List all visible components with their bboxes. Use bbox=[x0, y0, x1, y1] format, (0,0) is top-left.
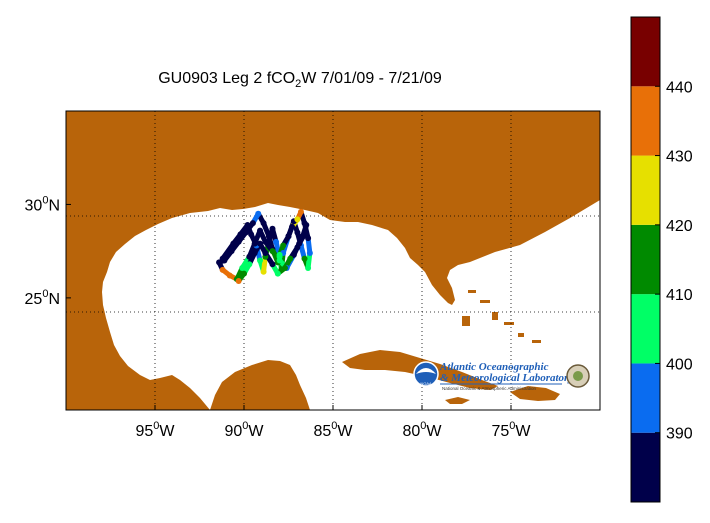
ship-track bbox=[216, 208, 313, 285]
track-point bbox=[257, 240, 264, 247]
lon-tick-label: 800W bbox=[402, 420, 442, 440]
lat-tick-label: 250N bbox=[25, 288, 60, 308]
track-point bbox=[242, 229, 249, 236]
track-point bbox=[294, 216, 301, 223]
track-point bbox=[246, 261, 253, 268]
track-point bbox=[294, 244, 301, 251]
chart-title: GU0903 Leg 2 fCO2W 7/01/09 - 7/21/09 bbox=[158, 70, 442, 91]
noaa-seal-icon bbox=[413, 361, 439, 387]
colorbar-tick-label: 430 bbox=[666, 149, 693, 166]
track-point bbox=[294, 229, 301, 236]
colorbar-tick-label: 400 bbox=[666, 356, 693, 373]
colorbar-band bbox=[631, 363, 660, 433]
track-point bbox=[244, 221, 251, 228]
track-point bbox=[260, 220, 267, 227]
colorbar-tick-label: 440 bbox=[666, 79, 693, 96]
track-point bbox=[251, 240, 258, 247]
noaa-seal-text: NOAA bbox=[420, 381, 432, 386]
track-point bbox=[269, 261, 276, 268]
land-north-america bbox=[66, 111, 600, 410]
track-point bbox=[228, 248, 235, 255]
colorbar-labels: 390 400 410 420 430 440 bbox=[655, 79, 693, 443]
track-point bbox=[273, 238, 280, 245]
track-point bbox=[226, 272, 233, 279]
track-point bbox=[235, 278, 242, 285]
land-hispaniola bbox=[510, 386, 560, 401]
lon-tick-label: 850W bbox=[313, 420, 353, 440]
colorbar-band bbox=[631, 224, 660, 295]
lon-tick-label: 750W bbox=[491, 420, 531, 440]
land-bahamas bbox=[462, 290, 541, 343]
track-point bbox=[280, 242, 287, 249]
track-point bbox=[274, 270, 281, 277]
track-point bbox=[285, 233, 292, 240]
track-point bbox=[257, 257, 264, 264]
longitude-ticks: 950W 900W 850W 800W 750W bbox=[135, 405, 531, 440]
colorbar-band bbox=[631, 17, 660, 87]
track-point bbox=[260, 268, 267, 275]
logo-line-2: & Meteorological Laboratory bbox=[440, 372, 573, 384]
track-point bbox=[290, 251, 297, 258]
aoml-logo: NOAA Atlantic Oceanographic & Meteorolog… bbox=[413, 361, 590, 391]
colorbar bbox=[631, 17, 660, 502]
track-segment bbox=[220, 241, 236, 262]
noaa-bird-icon bbox=[416, 368, 436, 374]
track-point bbox=[276, 251, 283, 258]
colorbar-border bbox=[630, 16, 661, 503]
track-point bbox=[297, 208, 304, 215]
track-point bbox=[269, 225, 276, 232]
land-jamaica bbox=[445, 397, 470, 404]
track-point bbox=[248, 231, 255, 238]
logo-line-1: Atlantic Oceanographic bbox=[439, 361, 549, 373]
lon-tick-label: 950W bbox=[135, 420, 175, 440]
track-point bbox=[262, 250, 269, 257]
track-point bbox=[265, 233, 272, 240]
track-point bbox=[246, 253, 253, 260]
track-point bbox=[235, 238, 242, 245]
colorbar-tick-label: 390 bbox=[666, 426, 693, 443]
colorbar-tick-label: 410 bbox=[666, 287, 693, 304]
commerce-seal-inner-icon bbox=[573, 371, 583, 381]
colorbar-band bbox=[631, 155, 660, 225]
track-point bbox=[287, 255, 294, 262]
land-yucatan bbox=[210, 360, 310, 410]
lon-tick-label: 900W bbox=[224, 420, 264, 440]
latitude-ticks: 300N 250N bbox=[25, 194, 71, 308]
track-point bbox=[262, 238, 269, 245]
track-point bbox=[219, 266, 226, 273]
track-point bbox=[299, 233, 306, 240]
track-point bbox=[255, 210, 262, 217]
track-point bbox=[306, 250, 313, 257]
track-point bbox=[305, 235, 312, 242]
track-point bbox=[241, 270, 247, 277]
map-grid bbox=[66, 111, 600, 410]
track-point bbox=[269, 248, 276, 255]
colorbar-band bbox=[631, 294, 660, 364]
track-point bbox=[281, 264, 288, 271]
colorbar-band bbox=[631, 86, 660, 156]
track-point bbox=[216, 259, 223, 266]
track-point bbox=[301, 255, 308, 262]
track-point bbox=[257, 227, 264, 234]
track-point bbox=[237, 231, 244, 238]
track-point bbox=[230, 240, 237, 247]
track-point bbox=[249, 220, 256, 227]
track-point bbox=[303, 221, 310, 228]
lat-tick-label: 300N bbox=[25, 194, 60, 214]
track-point bbox=[251, 250, 258, 257]
track-point bbox=[221, 257, 228, 264]
track-point bbox=[239, 264, 246, 271]
track-point bbox=[276, 257, 283, 264]
track-point bbox=[289, 223, 296, 230]
track-point bbox=[305, 264, 312, 271]
logo-line-3: National Oceanic & Atmospheric Administr… bbox=[442, 386, 537, 391]
colorbar-tick-label: 420 bbox=[666, 218, 693, 235]
colorbar-band bbox=[631, 432, 660, 502]
